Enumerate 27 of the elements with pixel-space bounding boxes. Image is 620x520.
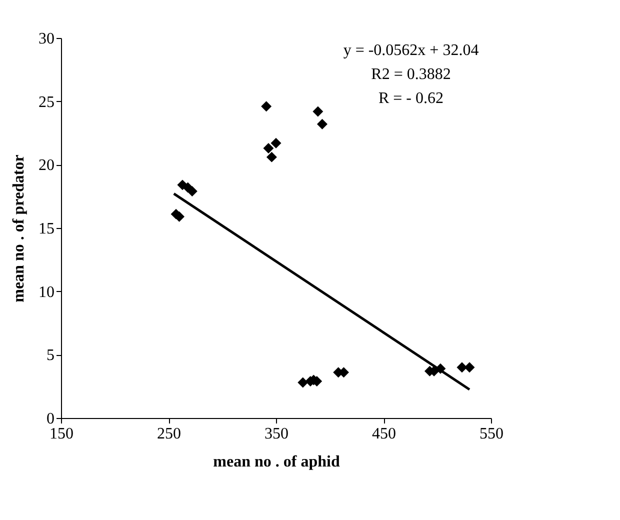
- point: [186, 186, 198, 197]
- point: [316, 118, 328, 130]
- x-tick-label: 150: [50, 426, 74, 442]
- x-tick-label: 550: [480, 426, 504, 442]
- point: [312, 106, 324, 117]
- point: [266, 152, 277, 162]
- y-tick-label: 30: [38, 30, 54, 48]
- y-tick-label: 0: [46, 410, 54, 428]
- y-tick-label: 15: [38, 220, 54, 238]
- x-tick-label: 250: [157, 426, 181, 442]
- point: [270, 138, 282, 148]
- point: [261, 101, 272, 112]
- x-tick-label: 350: [264, 426, 288, 442]
- annotation: R2 = 0.3882: [371, 66, 451, 83]
- y-tick-label: 20: [38, 157, 54, 174]
- y-axis-title: mean no . of predator: [10, 154, 28, 302]
- annotation: R = - 0.62: [378, 90, 444, 107]
- point: [464, 362, 475, 373]
- y-tick-label: 10: [38, 284, 54, 301]
- point: [263, 142, 274, 154]
- point: [456, 362, 468, 373]
- x-tick-label: 450: [372, 426, 396, 442]
- y-tick-label: 5: [46, 347, 54, 364]
- annotation: y = -0.0562x + 32.04: [343, 42, 479, 59]
- y-tick-label: 25: [38, 94, 54, 111]
- point: [298, 377, 308, 388]
- x-axis-title: mean no . of aphid: [213, 454, 340, 470]
